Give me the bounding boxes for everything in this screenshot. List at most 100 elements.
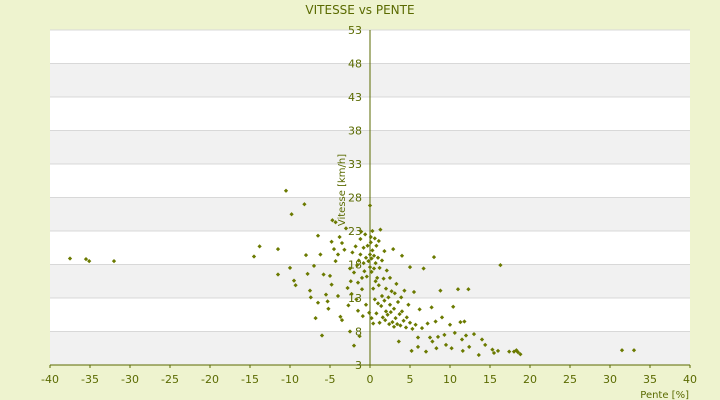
data-point [398,323,403,328]
data-point [318,252,323,257]
data-point [452,330,457,335]
data-point [302,202,307,207]
data-point [379,303,384,309]
data-point [379,293,385,299]
data-point [427,335,433,340]
x-tick-label: -20 [201,373,219,386]
data-point [381,276,386,281]
data-point [387,322,392,327]
data-point [293,283,298,288]
data-point [329,282,334,287]
data-point [369,256,374,261]
data-point [366,259,371,264]
data-point [287,265,293,270]
data-point [346,303,351,308]
y-tick-label: 38 [348,125,362,138]
data-point [359,275,365,281]
data-point [413,322,418,327]
data-point [339,240,345,246]
data-point [335,252,341,257]
data-point [358,252,363,257]
data-point [307,288,313,293]
data-point [433,319,438,324]
data-point [380,315,385,320]
data-point [498,263,503,268]
data-point [356,258,361,263]
data-point [401,318,406,323]
data-point [417,307,422,312]
data-point [471,332,477,337]
data-point [374,243,379,248]
data-point [353,244,358,249]
data-point [425,321,430,326]
data-point [495,348,501,354]
data-point [391,246,396,252]
data-point [360,313,365,319]
data-point [367,310,372,315]
data-point [355,280,361,285]
data-point [479,337,485,342]
y-tick-label: 23 [348,225,362,238]
x-axis-label: Pente [%] [640,390,689,400]
data-point [347,266,353,271]
data-point [355,263,360,268]
data-point [342,247,347,252]
data-point [466,287,471,292]
x-tick-label: -35 [81,373,99,386]
data-point [347,329,353,334]
data-point [490,347,495,352]
data-point [377,320,382,325]
data-point [410,326,415,331]
data-point [411,289,417,295]
data-point [308,295,313,300]
data-point [311,263,317,268]
data-point [361,261,366,266]
data-point [329,239,334,244]
data-point [375,255,381,260]
data-point [406,302,411,307]
data-point [388,309,393,315]
data-point [371,266,377,271]
data-point [377,265,382,270]
data-point [351,270,357,275]
data-point [415,344,421,350]
data-point [362,269,367,274]
data-points [67,188,637,358]
data-point [363,255,369,260]
data-point [333,259,338,264]
data-point [338,314,343,319]
data-point [373,261,378,266]
x-tick-label: -25 [161,373,179,386]
data-point [367,203,373,208]
data-point [373,279,378,284]
data-point [518,352,523,357]
data-point [407,265,413,270]
x-tick-label: -10 [281,373,299,386]
x-tick-label: 0 [367,373,374,386]
y-tick-label: 28 [348,192,362,205]
data-point [289,212,294,217]
data-point [390,319,395,325]
x-tick-label: 15 [483,373,497,386]
x-tick-label: 10 [443,373,457,386]
data-point [355,308,361,313]
data-point [415,335,421,340]
data-point [283,188,289,193]
data-point [364,274,369,279]
data-point [507,349,512,354]
data-point [395,299,401,305]
data-point [372,236,377,241]
x-tick-label: 25 [563,373,577,386]
data-point [337,234,342,240]
data-point [383,286,389,291]
data-point [358,236,363,242]
data-point [370,248,375,253]
data-point [350,250,355,255]
data-point [399,253,405,258]
data-point [303,252,309,258]
data-point [449,346,454,351]
data-point [375,301,381,306]
data-point [363,232,368,237]
data-point [378,227,383,232]
